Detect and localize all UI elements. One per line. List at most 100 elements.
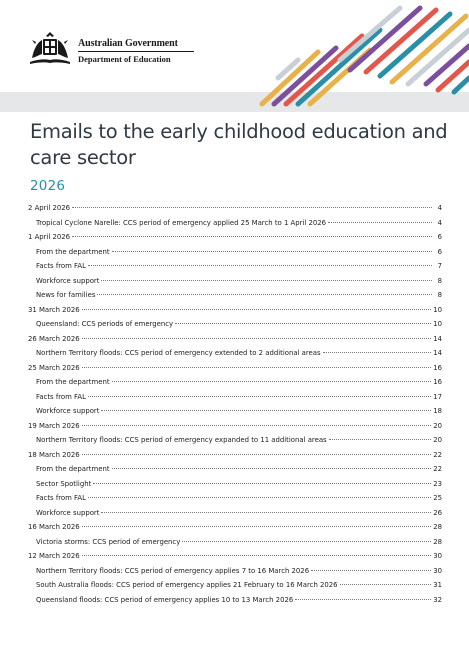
toc-section-entry[interactable]: Sector Spotlight 23 [28,480,442,492]
toc-page-number: 20 [433,436,442,444]
stripe [363,7,439,75]
stripe [389,13,469,85]
stripe [405,27,469,87]
toc-page-number: 10 [433,320,442,328]
toc-page-number: 4 [437,218,442,227]
toc-date-entry[interactable]: 12 March 2026 30 [28,552,442,564]
toc-dot-leader [93,482,432,484]
toc-page-number: 20 [433,421,442,430]
toc-section-entry[interactable]: From the department 16 [28,378,442,390]
toc-page-number: 16 [433,363,442,372]
toc-entry-label: 19 March 2026 [28,421,80,430]
toc-page-number: 32 [433,595,442,604]
toc-dot-leader [328,221,432,223]
toc-dot-leader [81,366,432,368]
year-heading: 2026 [30,178,66,194]
toc-page-number: 26 [433,508,442,517]
header-band [0,92,469,112]
toc-section-entry[interactable]: Queensland: CCS periods of emergency 10 [28,320,442,332]
toc-section-entry[interactable]: From the department 6 [28,248,442,260]
toc-date-entry[interactable]: 1 April 2026 6 [28,233,442,245]
coat-of-arms-icon [30,32,70,64]
toc-section-entry[interactable]: Northern Territory floods: CCS period of… [28,349,442,361]
stripe [275,57,301,81]
toc-section-entry[interactable]: Workforce support 8 [28,277,442,289]
toc-page-number: 8 [437,276,442,285]
toc-dot-leader [311,569,432,571]
toc-section-entry[interactable]: Tropical Cyclone Narelle: CCS period of … [28,219,442,231]
toc-entry-label: Workforce support [36,407,100,415]
toc-entry-label: News for families [36,291,96,299]
toc-page-number: 22 [433,450,442,459]
stripe [435,59,469,93]
toc-date-entry[interactable]: 19 March 2026 20 [28,422,442,434]
stripe [295,27,383,107]
toc-section-entry[interactable]: From the department 22 [28,465,442,477]
toc-date-entry[interactable]: 2 April 2026 4 [28,204,442,216]
toc-entry-label: 18 March 2026 [28,450,80,459]
toc-dot-leader [81,555,432,556]
toc-section-entry[interactable]: Facts from FAL 7 [28,262,442,274]
toc-entry-label: Sector Spotlight [36,479,92,488]
toc-dot-leader [322,352,432,353]
toc-page-number: 8 [437,291,442,299]
toc-entry-label: Queensland: CCS periods of emergency [36,320,174,328]
toc-dot-leader [97,294,432,295]
toc-page-number: 6 [437,247,442,256]
stripe [283,33,365,107]
toc-date-entry[interactable]: 26 March 2026 14 [28,335,442,347]
toc-section-entry[interactable]: News for families 8 [28,291,442,303]
toc-dot-leader [87,497,432,498]
toc-page-number: 7 [437,262,442,270]
toc-dot-leader [175,323,432,324]
toc-entry-label: Tropical Cyclone Narelle: CCS period of … [36,218,326,227]
toc-page-number: 17 [433,392,442,401]
stripe [423,43,469,87]
toc-section-entry[interactable]: Northern Territory floods: CCS period of… [28,567,442,579]
toc-date-entry[interactable]: 25 March 2026 16 [28,364,442,376]
stripe [451,75,469,95]
government-name: Australian Government [78,38,178,49]
toc-section-entry[interactable]: Queensland floods: CCS period of emergen… [28,596,442,608]
toc-dot-leader [295,598,432,600]
toc-dot-leader [81,526,432,527]
document-title: Emails to the early childhood education … [30,120,448,169]
toc-entry-label: Northern Territory floods: CCS period of… [36,566,310,575]
stripe [377,11,453,79]
toc-section-entry[interactable]: Northern Territory floods: CCS period of… [28,436,442,448]
toc-dot-leader [111,250,432,252]
toc-dot-leader [339,584,432,585]
toc-entry-label: From the department [36,378,110,386]
toc-section-entry[interactable]: Workforce support 18 [28,407,442,419]
toc-entry-label: Workforce support [36,276,100,285]
toc-entry-label: 16 March 2026 [28,523,80,531]
toc-entry-label: Facts from FAL [36,262,86,270]
toc-section-entry[interactable]: Facts from FAL 17 [28,393,442,405]
toc-page-number: 30 [433,552,442,560]
toc-entry-label: 25 March 2026 [28,363,80,372]
toc-page-number: 25 [433,494,442,502]
toc-dot-leader [72,207,432,208]
stripe [271,45,339,107]
toc-page-number: 4 [437,204,442,212]
toc-date-entry[interactable]: 31 March 2026 10 [28,306,442,318]
toc-section-entry[interactable]: Victoria storms: CCS period of emergency… [28,538,442,550]
toc-dot-leader [81,424,432,426]
toc-entry-label: Northern Territory floods: CCS period of… [36,436,327,444]
toc-date-entry[interactable]: 16 March 2026 28 [28,523,442,535]
toc-page-number: 22 [433,465,442,473]
government-logo: Australian Government Department of Educ… [28,30,194,70]
toc-section-entry[interactable]: Workforce support 26 [28,509,442,521]
toc-date-entry[interactable]: 18 March 2026 22 [28,451,442,463]
toc-dot-leader [182,540,432,542]
toc-dot-leader [101,279,432,281]
toc-entry-label: 12 March 2026 [28,552,80,560]
toc-page-number: 18 [433,407,442,415]
toc-entry-label: Victoria storms: CCS period of emergency [36,537,181,546]
toc-section-entry[interactable]: Facts from FAL 25 [28,494,442,506]
toc-dot-leader [81,308,432,310]
toc-page-number: 14 [433,349,442,357]
toc-dot-leader [111,468,432,469]
toc-section-entry[interactable]: South Australia floods: CCS period of em… [28,581,442,593]
toc-page-number: 23 [433,479,442,488]
